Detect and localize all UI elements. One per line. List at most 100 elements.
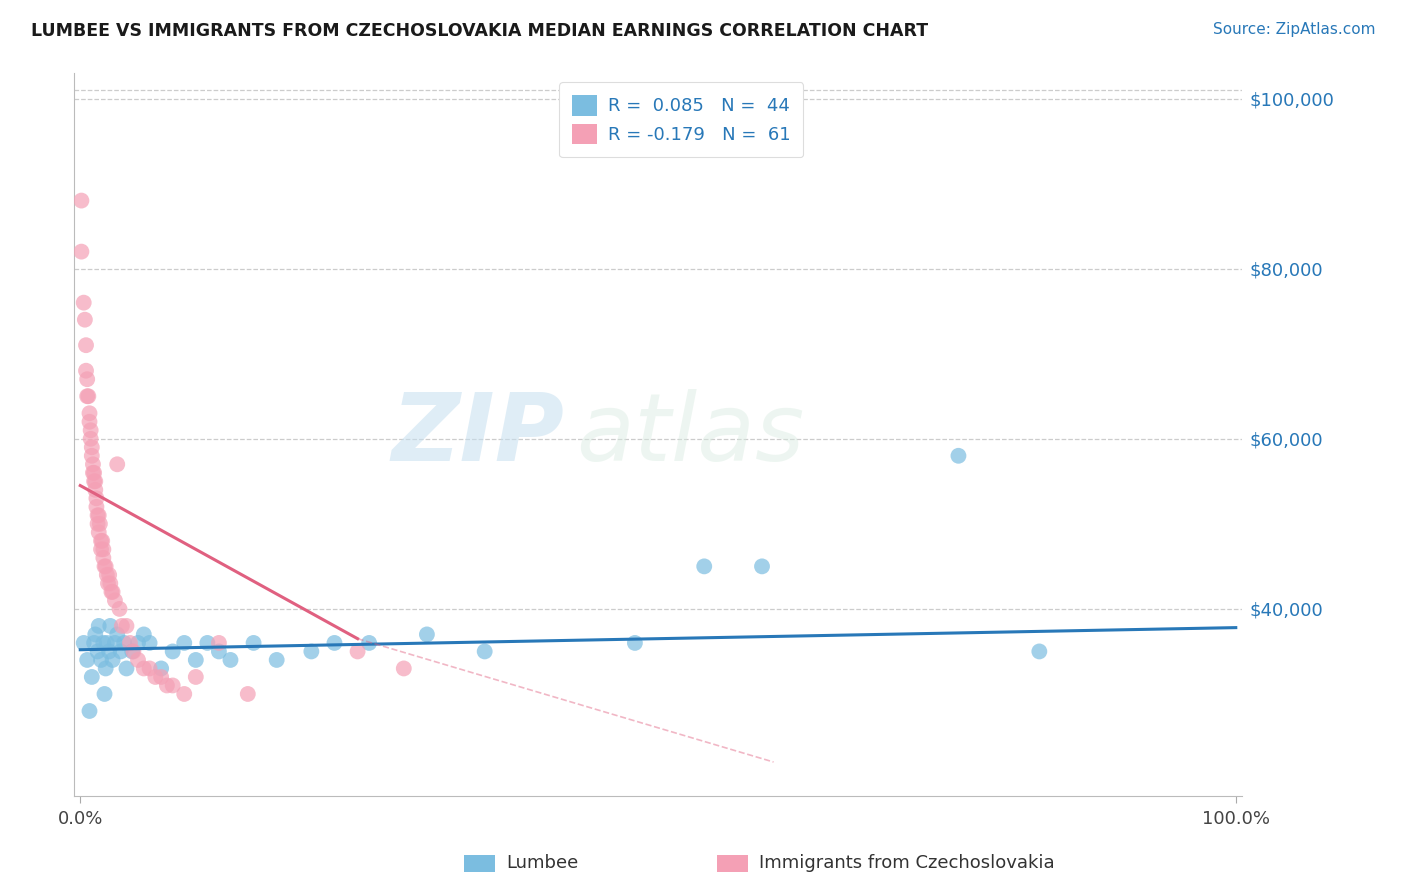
Point	[83, 466, 105, 480]
Text: LUMBEE VS IMMIGRANTS FROM CZECHOSLOVAKIA MEDIAN EARNINGS CORRELATION CHART: LUMBEE VS IMMIGRANTS FROM CZECHOSLOVAKIA…	[31, 22, 928, 40]
Point	[79, 406, 101, 420]
Point	[173, 636, 195, 650]
Point	[84, 475, 107, 489]
Point	[392, 661, 415, 675]
Point	[87, 619, 110, 633]
Point	[79, 432, 101, 446]
Point	[115, 661, 138, 675]
Point	[87, 508, 110, 523]
Point	[121, 644, 143, 658]
Point	[101, 585, 124, 599]
Point	[108, 602, 131, 616]
Point	[100, 585, 122, 599]
Point	[236, 687, 259, 701]
Point	[83, 636, 105, 650]
Point	[132, 627, 155, 641]
Point	[208, 644, 231, 658]
Point	[84, 627, 107, 641]
Point	[96, 567, 118, 582]
Point	[266, 653, 288, 667]
Point	[162, 644, 184, 658]
Point	[127, 636, 149, 650]
Point	[90, 542, 112, 557]
Point	[90, 533, 112, 548]
Point	[93, 542, 115, 557]
Point	[127, 653, 149, 667]
Point	[138, 661, 160, 675]
Point	[75, 338, 97, 352]
Point	[112, 636, 135, 650]
Point	[76, 372, 98, 386]
Point	[323, 636, 346, 650]
Point	[73, 295, 96, 310]
Point	[98, 644, 121, 658]
Legend: R =  0.085   N =  44, R = -0.179   N =  61: R = 0.085 N = 44, R = -0.179 N = 61	[560, 82, 803, 157]
Point	[195, 636, 218, 650]
Point	[242, 636, 264, 650]
Point	[93, 550, 115, 565]
Point	[93, 636, 115, 650]
Text: ZIP: ZIP	[392, 389, 565, 481]
Point	[474, 644, 496, 658]
Point	[97, 576, 120, 591]
Point	[693, 559, 716, 574]
Point	[93, 559, 115, 574]
Point	[150, 670, 173, 684]
Point	[162, 678, 184, 692]
Point	[416, 627, 439, 641]
Point	[86, 516, 108, 531]
Point	[751, 559, 773, 574]
Point	[93, 687, 115, 701]
Point	[173, 687, 195, 701]
Point	[156, 678, 179, 692]
Point	[80, 670, 103, 684]
Point	[104, 593, 127, 607]
Point	[87, 525, 110, 540]
Point	[86, 508, 108, 523]
Point	[79, 704, 101, 718]
Point	[219, 653, 242, 667]
Point	[138, 636, 160, 650]
Point	[132, 661, 155, 675]
Point	[624, 636, 647, 650]
Point	[105, 627, 128, 641]
Point	[208, 636, 231, 650]
Point	[299, 644, 322, 658]
Point	[70, 244, 93, 259]
Point	[84, 483, 107, 497]
Text: Immigrants from Czechoslovakia: Immigrants from Czechoslovakia	[759, 855, 1054, 872]
Point	[76, 389, 98, 403]
Point	[70, 194, 93, 208]
Point	[101, 653, 124, 667]
Point	[90, 653, 112, 667]
Point	[111, 619, 134, 633]
Point	[110, 644, 132, 658]
Point	[77, 389, 100, 403]
Point	[359, 636, 381, 650]
Point	[1028, 644, 1050, 658]
Point	[94, 661, 117, 675]
Point	[79, 423, 101, 437]
Text: Source: ZipAtlas.com: Source: ZipAtlas.com	[1212, 22, 1375, 37]
Text: atlas: atlas	[576, 389, 804, 480]
Point	[184, 653, 207, 667]
Point	[105, 458, 128, 472]
Point	[82, 466, 104, 480]
Point	[76, 653, 98, 667]
Point	[86, 500, 108, 514]
Point	[73, 636, 96, 650]
Point	[91, 533, 114, 548]
Point	[89, 516, 111, 531]
Point	[118, 636, 141, 650]
Point	[80, 449, 103, 463]
Point	[346, 644, 368, 658]
Point	[83, 475, 105, 489]
Point	[75, 364, 97, 378]
Point	[96, 636, 118, 650]
Point	[73, 312, 96, 326]
Point	[150, 661, 173, 675]
Point	[80, 440, 103, 454]
Point	[104, 636, 127, 650]
Point	[143, 670, 166, 684]
Point	[98, 619, 121, 633]
